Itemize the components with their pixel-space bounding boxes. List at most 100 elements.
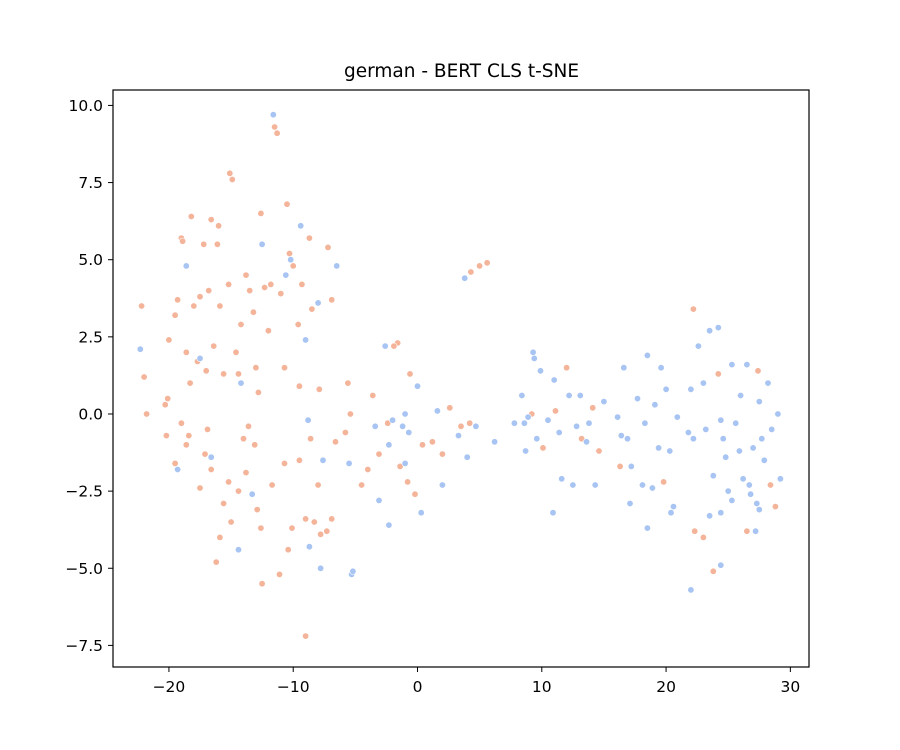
scatter-point-s1-110 xyxy=(755,506,763,514)
scatter-point-s0-1 xyxy=(140,373,148,381)
scatter-point-s1-92 xyxy=(755,398,763,406)
scatter-point-s1-60 xyxy=(633,395,641,403)
scatter-point-s0-12 xyxy=(187,213,195,221)
scatter-point-s0-24 xyxy=(220,370,228,378)
scatter-point-s1-102 xyxy=(626,499,634,507)
scatter-point-s0-73 xyxy=(268,481,276,489)
scatter-point-s0-34 xyxy=(252,364,260,372)
scatter-point-s0-118 xyxy=(563,364,571,372)
scatter-point-s1-9 xyxy=(269,111,277,119)
scatter-point-s0-69 xyxy=(251,441,259,449)
scatter-point-s1-79 xyxy=(717,416,725,424)
scatter-point-s1-38 xyxy=(491,438,499,446)
scatter-point-s1-48 xyxy=(555,428,563,436)
scatter-point-s1-51 xyxy=(576,391,584,399)
scatter-point-s1-55 xyxy=(614,413,622,421)
scatter-point-s0-105 xyxy=(483,259,491,267)
scatter-point-s1-41 xyxy=(520,419,528,427)
chart-title: german - BERT CLS t-SNE xyxy=(344,61,579,82)
scatter-point-s0-9 xyxy=(179,237,187,245)
scatter-point-s0-13 xyxy=(190,302,198,310)
scatter-point-s0-20 xyxy=(210,342,218,350)
scatter-point-s1-19 xyxy=(333,262,341,270)
scatter-point-s1-20 xyxy=(345,459,353,467)
scatter-point-s1-26 xyxy=(389,416,397,424)
scatter-point-s0-65 xyxy=(227,518,235,526)
scatter-point-s0-28 xyxy=(232,348,240,356)
scatter-point-s1-117 xyxy=(549,509,557,517)
scatter-point-s0-63 xyxy=(220,499,228,507)
scatter-point-s0-79 xyxy=(302,515,310,523)
scatter-point-s1-61 xyxy=(641,419,649,427)
scatter-point-s1-72 xyxy=(687,385,695,393)
scatter-point-s0-106 xyxy=(344,379,352,387)
scatter-point-s1-10 xyxy=(282,271,290,279)
scatter-point-s0-84 xyxy=(323,527,331,535)
scatter-point-s0-36 xyxy=(257,209,265,217)
scatter-point-s0-23 xyxy=(216,302,224,310)
scatter-point-s0-107 xyxy=(364,465,372,473)
scatter-point-s0-86 xyxy=(331,438,339,446)
scatter-point-s0-128 xyxy=(714,370,722,378)
scatter-point-s0-64 xyxy=(225,478,233,486)
scatter-point-s1-44 xyxy=(533,435,541,443)
scatter-point-s0-66 xyxy=(235,487,243,495)
scatter-point-s1-3 xyxy=(196,354,204,362)
scatter-point-s0-15 xyxy=(196,293,204,301)
y-tick-label: −7.5 xyxy=(65,637,103,655)
scatter-point-s1-107 xyxy=(717,509,725,517)
scatter-point-s0-70 xyxy=(253,506,261,514)
scatter-point-s0-116 xyxy=(539,444,547,452)
scatter-point-s1-101 xyxy=(717,561,725,569)
scatter-point-s0-58 xyxy=(196,484,204,492)
scatter-point-s1-120 xyxy=(371,422,379,430)
scatter-point-s0-132 xyxy=(771,503,779,511)
scatter-point-s0-121 xyxy=(595,447,603,455)
scatter-point-s1-114 xyxy=(522,447,530,455)
scatter-point-s0-109 xyxy=(406,370,414,378)
y-tick-label: −5.0 xyxy=(65,560,103,578)
scatter-point-s0-22 xyxy=(215,222,223,230)
scatter-point-s0-55 xyxy=(171,459,179,467)
scatter-point-s1-57 xyxy=(620,364,628,372)
scatter-point-s0-71 xyxy=(257,524,265,532)
scatter-point-s0-56 xyxy=(177,419,185,427)
scatter-point-s0-3 xyxy=(165,336,173,344)
scatter-point-s0-90 xyxy=(369,391,377,399)
scatter-point-s0-7 xyxy=(174,296,182,304)
scatter-point-s0-101 xyxy=(457,422,465,430)
scatter-point-s1-113 xyxy=(558,475,566,483)
scatter-point-s1-0 xyxy=(136,345,144,353)
scatter-point-s1-96 xyxy=(768,425,776,433)
scatter-point-s0-97 xyxy=(418,441,426,449)
scatter-point-s1-83 xyxy=(728,361,736,369)
scatter-point-s1-59 xyxy=(627,462,635,470)
x-tick-label: 20 xyxy=(656,678,676,696)
scatter-point-s1-36 xyxy=(463,453,471,461)
scatter-point-s0-33 xyxy=(249,308,257,316)
scatter-point-s0-100 xyxy=(446,404,454,412)
scatter-point-s0-114 xyxy=(185,432,193,440)
scatter-point-s1-6 xyxy=(235,546,243,554)
x-axis: −20 −10 0 10 20 30 xyxy=(153,667,800,696)
scatter-point-s1-119 xyxy=(385,521,393,529)
scatter-point-s0-88 xyxy=(346,410,354,418)
scatter-point-s0-25 xyxy=(225,280,233,288)
scatter-point-s1-42 xyxy=(524,413,532,421)
scatter-point-s0-19 xyxy=(207,216,215,224)
scatter-point-s0-102 xyxy=(466,419,474,427)
x-tick-label: −10 xyxy=(277,678,310,696)
scatter-point-s1-45 xyxy=(536,367,544,375)
scatter-point-s1-66 xyxy=(657,364,665,372)
scatter-point-s1-25 xyxy=(385,441,393,449)
scatter-point-s1-47 xyxy=(550,376,558,384)
scatter-point-s0-67 xyxy=(240,435,248,443)
scatter-point-s0-44 xyxy=(283,200,291,208)
scatter-point-s1-32 xyxy=(433,407,441,415)
scatter-point-s1-77 xyxy=(706,327,714,335)
scatter-point-s1-40 xyxy=(518,391,526,399)
scatter-point-s1-16 xyxy=(314,299,322,307)
scatter-point-s1-97 xyxy=(774,410,782,418)
scatter-point-s1-116 xyxy=(569,481,577,489)
